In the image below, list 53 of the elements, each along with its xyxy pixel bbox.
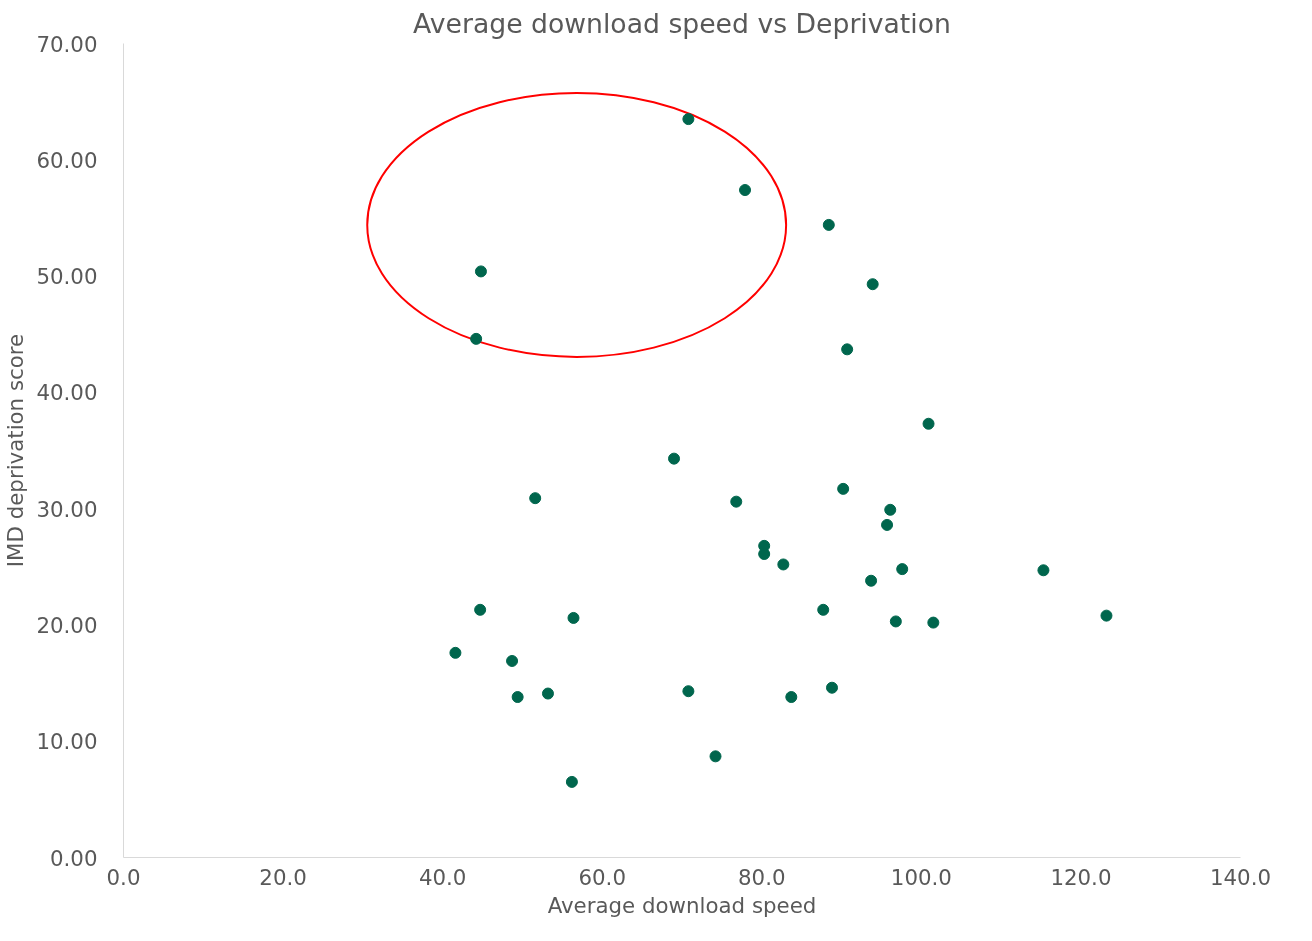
point — [511, 691, 524, 704]
y-tick-label: 40.00 — [36, 380, 98, 406]
point — [758, 548, 771, 560]
y-tick-label: 0.00 — [50, 845, 98, 871]
point — [841, 343, 854, 356]
point — [682, 685, 695, 698]
x-tick-label: 20.0 — [259, 864, 307, 890]
point — [927, 616, 940, 629]
point — [785, 691, 798, 704]
x-tick-label: 60.0 — [578, 864, 626, 890]
point — [709, 750, 722, 763]
point — [565, 775, 578, 788]
point — [474, 603, 487, 616]
point — [739, 184, 752, 197]
point — [837, 482, 850, 495]
y-tick-label: 30.00 — [36, 496, 98, 522]
x-axis-title: Average download speed — [547, 892, 817, 918]
point — [822, 218, 835, 231]
point — [865, 574, 878, 587]
point — [881, 518, 894, 531]
point — [474, 265, 487, 278]
point — [826, 681, 838, 694]
point — [529, 492, 542, 505]
point — [1037, 564, 1050, 577]
x-tick-label: 0.0 — [106, 864, 141, 890]
y-axis-title: IMD deprivation score — [3, 333, 29, 568]
point — [922, 417, 935, 430]
point — [506, 654, 519, 667]
point — [567, 611, 580, 624]
point — [1100, 609, 1113, 622]
point — [896, 563, 909, 576]
y-tick-label: 20.00 — [36, 612, 98, 638]
point — [884, 503, 897, 516]
point — [889, 615, 902, 628]
point — [668, 452, 681, 465]
y-tick-label: 70.00 — [36, 31, 98, 57]
point — [470, 332, 483, 345]
point — [682, 113, 695, 126]
y-tick-label: 60.00 — [36, 147, 98, 173]
x-tick-label: 100.0 — [890, 864, 952, 890]
point — [449, 646, 462, 659]
point — [866, 278, 879, 291]
y-tick-label: 50.00 — [36, 264, 98, 290]
x-tick-label: 140.0 — [1209, 864, 1272, 890]
point — [730, 495, 743, 508]
x-tick-label: 40.0 — [418, 864, 467, 890]
point — [541, 687, 554, 700]
chart-title: Average download speed vs Deprivation — [413, 7, 951, 39]
point — [817, 603, 830, 616]
point — [777, 558, 790, 571]
x-tick-label: 120.0 — [1050, 864, 1112, 890]
x-tick-label: 80.0 — [738, 864, 786, 890]
y-tick-label: 10.00 — [36, 729, 98, 755]
